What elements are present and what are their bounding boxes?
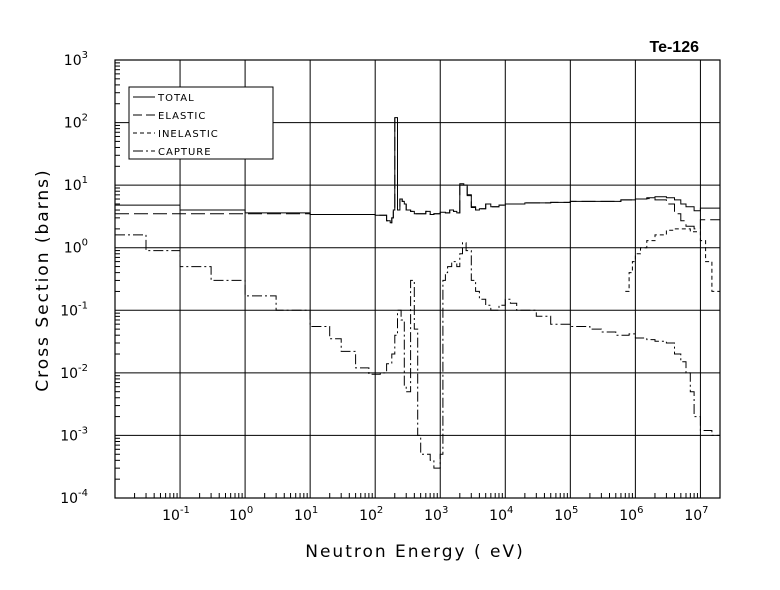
plot-frame [114,59,721,499]
chart-title: Te-126 [649,39,699,56]
y-tick-label: 10-4 [60,488,88,507]
tick-labels: 10-1 100 101 102 103 104 105 106 107 103 102 101 100… [60,50,721,524]
y-tick-label: 10-1 [60,300,88,319]
x-tick-label: 10-1 [162,505,190,524]
x-tick-label: 106 [619,505,643,524]
x-tick-label: 104 [489,505,513,524]
series-lines [115,117,720,469]
y-tick-label: 101 [64,175,88,194]
x-tick-label: 103 [424,505,448,524]
series-capture [115,234,720,469]
x-axis-title: Neutron Energy ( eV) [305,542,525,562]
x-tick-label: 100 [229,505,253,524]
x-tick-label: 102 [359,505,383,524]
minor-ticks [115,62,721,498]
y-tick-label: 102 [64,113,88,132]
series-elastic [115,117,720,230]
y-axis-title: Cross Section (barns) [33,168,53,391]
legend-label-total: TOTAL [157,93,195,104]
y-tick-label: 10-3 [60,425,88,444]
legend-label-inelastic: INELASTIC [158,129,219,140]
y-tick-label: 10-2 [60,363,88,382]
x-tick-label: 107 [684,505,708,524]
legend-label-elastic: ELASTIC [158,111,206,122]
y-tick-label: 103 [64,50,88,69]
series-inelastic [625,228,720,317]
y-tick-label: 100 [64,238,88,257]
x-tick-label: 105 [554,505,578,524]
legend-label-capture: CAPTURE [158,147,212,158]
legend-box [128,86,274,160]
legend: TOTAL ELASTIC INELASTIC CAPTURE [128,86,274,160]
x-tick-label: 101 [294,505,318,524]
